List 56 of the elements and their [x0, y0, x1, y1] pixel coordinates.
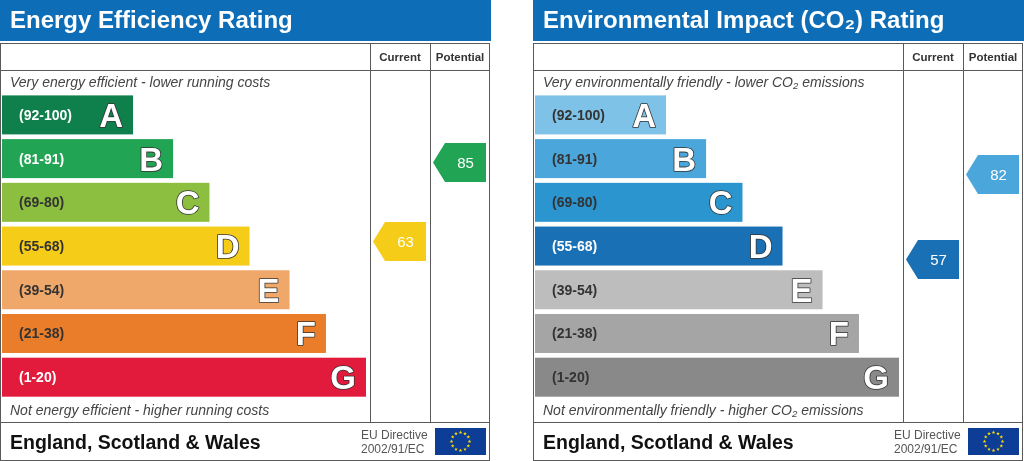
bar: [535, 182, 743, 222]
bar: [535, 226, 783, 266]
y-tick-label: C: [175, 183, 200, 221]
text: Current: [379, 50, 421, 63]
annotation: (55-68): [552, 238, 598, 255]
text: EU Directive 2002/91/EC: [361, 428, 428, 456]
y-tick-label: G: [330, 358, 356, 396]
y-tick-label: E: [257, 271, 280, 309]
bar: [535, 357, 899, 397]
y-tick-label: F: [828, 314, 849, 352]
annotation: (69-80): [552, 194, 598, 211]
chart-title: Environmental Impact (CO₂) Rating: [543, 6, 945, 34]
text: England, Scotland & Wales: [543, 430, 794, 454]
text: Very environmentally friendly - lower CO₂ emissions: [543, 74, 865, 90]
annotation: (69-80): [19, 194, 65, 211]
y-tick-label: E: [790, 271, 813, 309]
y-tick-label: F: [295, 314, 316, 352]
text: EU Directive 2002/91/EC: [894, 428, 961, 456]
y-tick-label: D: [215, 227, 240, 265]
y-tick-label: A: [99, 96, 124, 134]
y-tick-label: D: [748, 227, 773, 265]
annotation: (39-54): [19, 281, 65, 298]
text: Potential: [435, 50, 485, 63]
text: Not energy efficient - higher running costs: [10, 402, 270, 418]
y-tick-label: C: [708, 183, 733, 221]
text: 57: [930, 250, 947, 268]
text: 63: [397, 232, 414, 250]
bar: [535, 270, 823, 310]
annotation: (21-38): [19, 325, 65, 342]
y-tick-label: A: [632, 96, 657, 134]
text: England, Scotland & Wales: [10, 430, 261, 454]
bar: [535, 313, 859, 353]
bar: [2, 226, 250, 266]
y-tick-label: B: [672, 140, 697, 178]
text: 85: [457, 153, 474, 171]
text: Potential: [968, 50, 1018, 63]
annotation: (1-20): [552, 369, 590, 386]
annotation: (21-38): [552, 325, 598, 342]
bar: [2, 270, 290, 310]
y-tick-label: G: [863, 358, 889, 396]
annotation: (1-20): [19, 369, 57, 386]
annotation: (39-54): [552, 281, 598, 298]
text: 82: [990, 165, 1007, 183]
chart-title: Energy Efficiency Rating: [10, 6, 293, 34]
annotation: (55-68): [19, 238, 65, 255]
text: Current: [912, 50, 954, 63]
bar: [2, 182, 210, 222]
annotation: (92-100): [19, 106, 72, 123]
annotation: (81-91): [552, 150, 598, 167]
text: Very energy efficient - lower running costs: [10, 74, 271, 90]
annotation: (92-100): [552, 106, 605, 123]
annotation: (81-91): [19, 150, 65, 167]
bar: [2, 313, 326, 353]
text: Not environmentally friendly - higher CO₂ emissions: [543, 402, 864, 418]
bar: [2, 357, 366, 397]
y-tick-label: B: [139, 140, 164, 178]
